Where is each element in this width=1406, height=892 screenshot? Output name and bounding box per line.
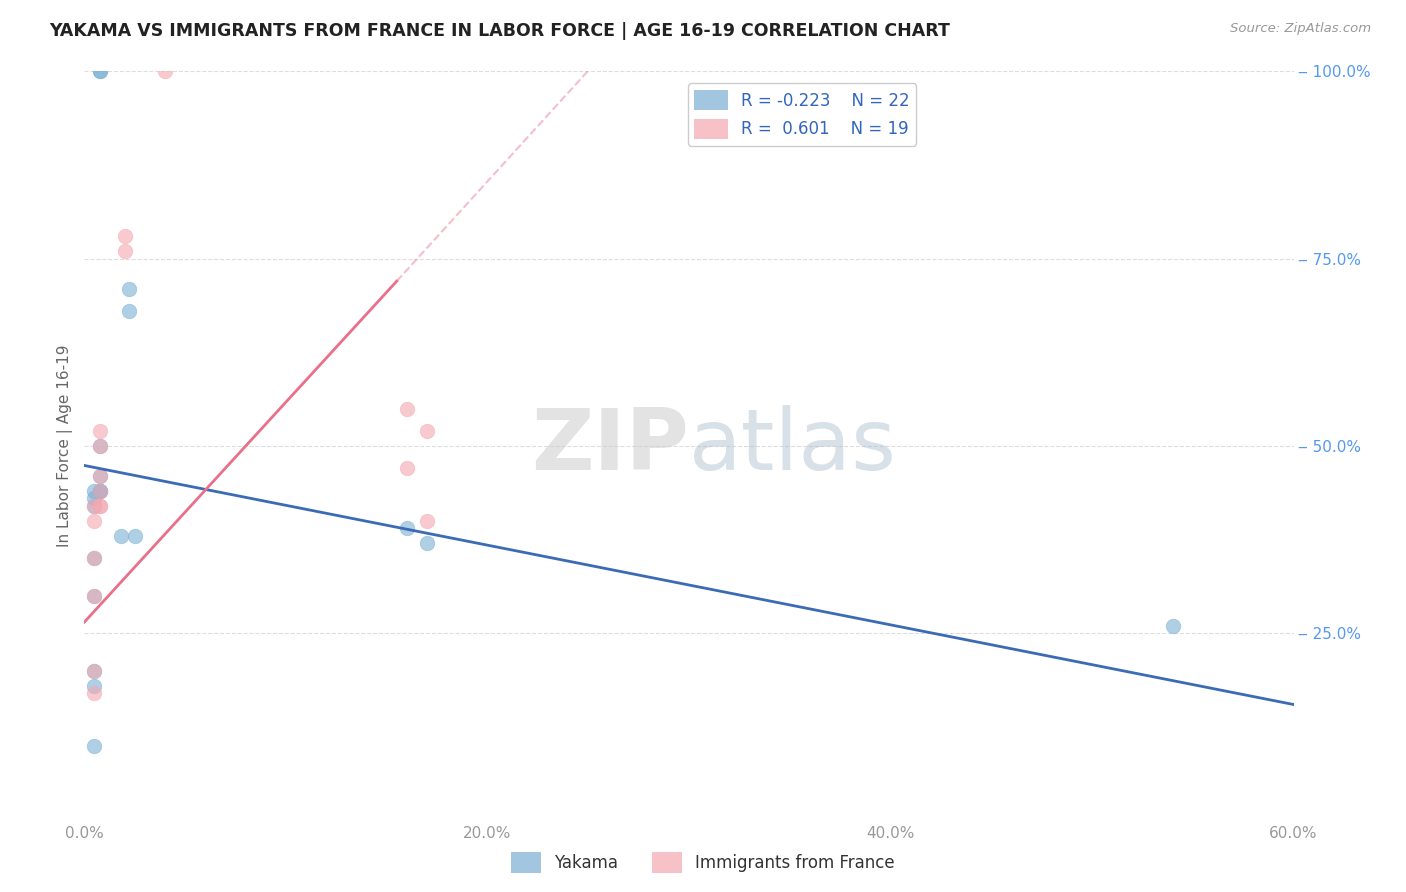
- Point: [89, 469, 111, 483]
- Point: [83, 491, 105, 506]
- Point: [114, 229, 136, 244]
- Point: [89, 499, 111, 513]
- Point: [83, 499, 105, 513]
- Point: [89, 499, 111, 513]
- Point: [1161, 619, 1184, 633]
- Legend: Yakama, Immigrants from France: Yakama, Immigrants from France: [505, 846, 901, 880]
- Point: [89, 483, 111, 498]
- Point: [118, 282, 141, 296]
- Point: [416, 514, 439, 528]
- Point: [416, 424, 439, 438]
- Point: [83, 664, 105, 678]
- Point: [83, 739, 105, 753]
- Text: Source: ZipAtlas.com: Source: ZipAtlas.com: [1230, 22, 1371, 36]
- Point: [83, 499, 105, 513]
- Point: [83, 664, 105, 678]
- Point: [83, 679, 105, 693]
- Point: [395, 401, 418, 416]
- Point: [416, 536, 439, 550]
- Point: [89, 483, 111, 498]
- Point: [83, 514, 105, 528]
- Point: [153, 64, 176, 78]
- Legend: R = -0.223    N = 22, R =  0.601    N = 19: R = -0.223 N = 22, R = 0.601 N = 19: [688, 84, 917, 145]
- Point: [83, 551, 105, 566]
- Point: [124, 529, 146, 543]
- Point: [114, 244, 136, 259]
- Point: [83, 551, 105, 566]
- Text: YAKAMA VS IMMIGRANTS FROM FRANCE IN LABOR FORCE | AGE 16-19 CORRELATION CHART: YAKAMA VS IMMIGRANTS FROM FRANCE IN LABO…: [49, 22, 950, 40]
- Point: [83, 686, 105, 700]
- Point: [83, 589, 105, 603]
- Point: [89, 469, 111, 483]
- Point: [89, 424, 111, 438]
- Point: [89, 483, 111, 498]
- Point: [110, 529, 132, 543]
- Text: ZIP: ZIP: [531, 404, 689, 488]
- Point: [89, 64, 111, 78]
- Text: atlas: atlas: [689, 404, 897, 488]
- Point: [89, 64, 111, 78]
- Point: [89, 439, 111, 453]
- Point: [89, 483, 111, 498]
- Point: [395, 461, 418, 475]
- Y-axis label: In Labor Force | Age 16-19: In Labor Force | Age 16-19: [58, 344, 73, 548]
- Point: [395, 521, 418, 535]
- Point: [118, 304, 141, 318]
- Point: [89, 439, 111, 453]
- Point: [83, 589, 105, 603]
- Point: [83, 483, 105, 498]
